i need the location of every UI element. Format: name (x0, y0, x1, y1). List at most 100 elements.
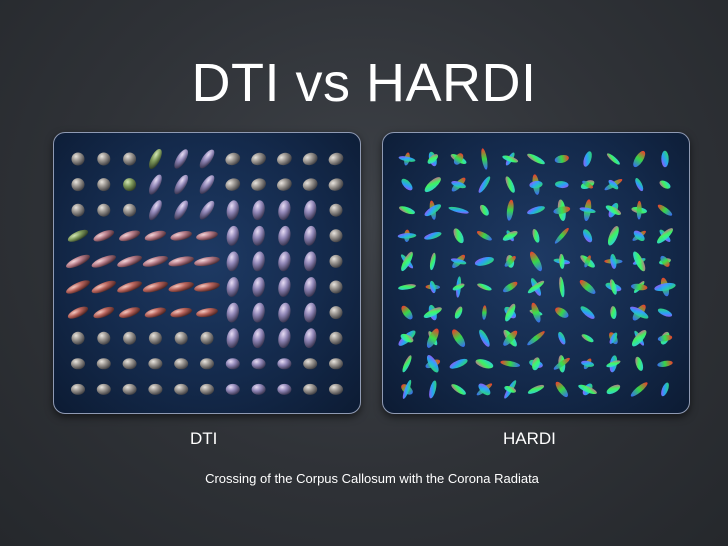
dti-ellipsoid-glyph (96, 383, 111, 395)
dti-ellipsoid-glyph (142, 281, 168, 293)
hardi-odf-glyph (479, 329, 490, 347)
dti-ellipsoid-glyph (277, 178, 292, 191)
hardi-odf-glyph (451, 177, 466, 192)
dti-ellipsoid-glyph (226, 277, 239, 297)
hardi-odf-glyph (657, 360, 673, 367)
hardi-odf-glyph (401, 178, 413, 191)
hardi-odf-glyph (504, 303, 517, 322)
hardi-odf-glyph (661, 150, 669, 168)
dti-ellipsoid-glyph (304, 200, 317, 221)
dti-ellipsoid-glyph (304, 277, 317, 297)
hardi-odf-glyph (555, 181, 569, 189)
dti-ellipsoid-glyph (200, 383, 214, 395)
dti-ellipsoid-glyph (142, 256, 168, 267)
slide-caption: Crossing of the Corpus Callosum with the… (205, 471, 539, 486)
dti-ellipsoid-glyph (226, 200, 239, 221)
dti-ellipsoid-glyph (252, 328, 265, 349)
dti-ellipsoid-glyph (194, 282, 220, 292)
dti-ellipsoid-glyph (225, 383, 240, 395)
dti-ellipsoid-glyph (328, 178, 344, 191)
hardi-odf-glyph (398, 284, 416, 290)
hardi-odf-glyph (604, 178, 623, 191)
dti-ellipsoid-glyph (123, 152, 137, 166)
hardi-odf-glyph (553, 199, 571, 221)
hardi-odf-glyph (631, 200, 647, 220)
dti-ellipsoid-glyph (225, 358, 240, 370)
hardi-odf-glyph (529, 302, 543, 323)
dti-ellipsoid-glyph (174, 383, 189, 395)
hardi-odf-glyph (454, 306, 463, 319)
hardi-odf-glyph (529, 174, 543, 195)
dti-ellipsoid-glyph (304, 251, 317, 272)
hardi-odf-glyph (452, 329, 466, 347)
hardi-odf-glyph (583, 151, 592, 167)
hardi-odf-glyph (630, 382, 648, 397)
slide-title: DTI vs HARDI (191, 53, 537, 113)
hardi-odf-glyph (426, 328, 439, 348)
hardi-odf-field (397, 148, 676, 399)
hardi-odf-glyph (527, 153, 545, 165)
dti-ellipsoid-glyph (251, 383, 266, 395)
hardi-odf-glyph (555, 381, 568, 398)
hardi-odf-glyph (527, 206, 545, 215)
dti-ellipsoid-glyph (71, 383, 85, 395)
dti-ellipsoid-glyph (91, 280, 116, 294)
hardi-odf-glyph (476, 231, 492, 241)
dti-ellipsoid-glyph (97, 331, 111, 345)
dti-ellipsoid-glyph (329, 254, 343, 268)
hardi-odf-glyph (450, 254, 467, 269)
hardi-odf-glyph (661, 382, 669, 397)
dti-ellipsoid-glyph (225, 178, 241, 191)
dti-ellipsoid-glyph (199, 175, 215, 194)
hardi-odf-glyph (605, 202, 622, 218)
dti-ellipsoid-glyph (71, 152, 85, 166)
hardi-odf-glyph (631, 330, 647, 347)
hardi-odf-glyph (481, 148, 488, 170)
dti-ellipsoid-glyph (329, 203, 343, 217)
dti-ellipsoid-glyph (117, 281, 142, 293)
hardi-odf-glyph (579, 199, 596, 222)
dti-ellipsoid-glyph (119, 307, 141, 318)
dti-ellipsoid-glyph (148, 331, 162, 345)
hardi-odf-glyph (504, 380, 517, 399)
dti-ellipsoid-glyph (67, 306, 89, 319)
dti-ellipsoid-glyph (117, 255, 142, 268)
hardi-odf-glyph (477, 283, 492, 291)
hardi-odf-glyph (401, 379, 413, 399)
dti-ellipsoid-glyph (144, 230, 167, 241)
dti-ellipsoid-glyph (174, 358, 189, 370)
hardi-odf-glyph (654, 277, 676, 297)
hardi-odf-glyph (424, 232, 442, 240)
dti-ellipsoid-glyph (304, 328, 317, 349)
dti-ellipsoid-glyph (174, 331, 188, 345)
dti-ellipsoid-glyph (226, 328, 239, 349)
hardi-odf-glyph (474, 256, 494, 266)
dti-ellipsoid-glyph (91, 255, 116, 268)
hardi-odf-glyph (606, 384, 621, 395)
hardi-odf-glyph (401, 305, 413, 320)
dti-ellipsoid-glyph (277, 383, 292, 395)
hardi-odf-glyph (609, 332, 618, 345)
dti-ellipsoid-glyph (168, 256, 194, 267)
dti-ellipsoid-glyph (251, 358, 266, 370)
hardi-odf-glyph (450, 153, 467, 165)
dti-ellipsoid-glyph (174, 200, 189, 220)
dti-ellipsoid-glyph (304, 302, 317, 323)
hardi-odf-glyph (657, 308, 673, 317)
dti-ellipsoid-glyph (148, 358, 163, 370)
hardi-odf-glyph (527, 384, 545, 394)
hardi-odf-glyph (425, 280, 441, 294)
hardi-odf-glyph (453, 228, 464, 244)
hardi-odf-glyph (529, 357, 543, 371)
hardi-odf-glyph (635, 178, 644, 192)
dti-ellipsoid-glyph (93, 230, 115, 242)
dti-ellipsoid-glyph (71, 203, 85, 217)
hardi-odf-glyph (580, 306, 595, 319)
dti-ellipsoid-glyph (200, 358, 214, 370)
dti-ellipsoid-glyph (252, 200, 265, 221)
dti-ellipsoid-glyph (329, 306, 343, 320)
dti-ellipsoid-glyph (170, 231, 192, 241)
hardi-odf-glyph (429, 380, 437, 399)
hardi-odf-glyph (424, 200, 442, 220)
dti-ellipsoid-glyph (66, 280, 90, 294)
